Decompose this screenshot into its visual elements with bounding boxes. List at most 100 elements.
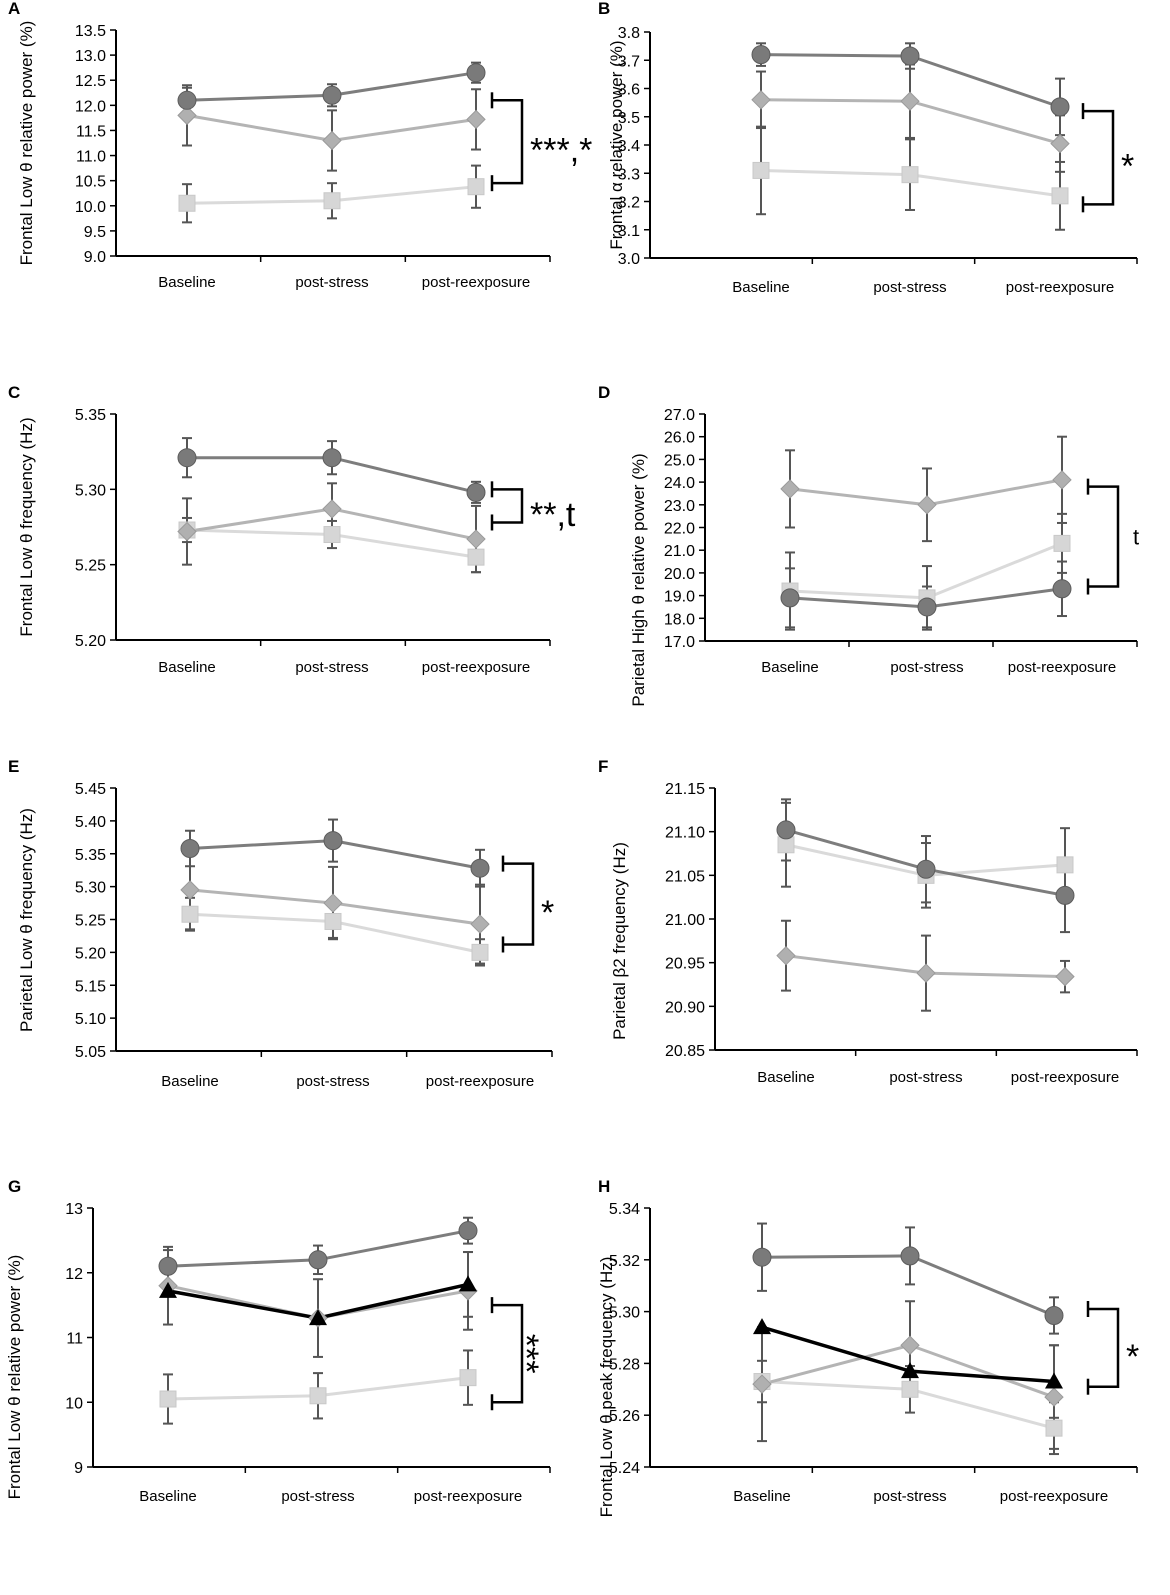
- y-tick-label: 5.34: [609, 1201, 640, 1218]
- significance-label: *: [541, 894, 554, 932]
- data-point-square: [901, 166, 919, 184]
- data-point-circle: [916, 859, 936, 879]
- data-point-circle: [1052, 579, 1072, 599]
- data-point-triangle: [901, 1362, 919, 1379]
- significance-label: *: [1126, 1338, 1139, 1376]
- data-point-square: [323, 526, 341, 544]
- data-point-diamond: [323, 893, 343, 913]
- y-tick-label: 3.3: [618, 166, 640, 183]
- y-tick-label: 3.4: [618, 138, 640, 155]
- data-point-square: [324, 912, 342, 930]
- y-tick-label: 12.0: [75, 98, 106, 115]
- x-tick-label: post-reexposure: [1006, 279, 1114, 296]
- significance-bracket: [492, 488, 524, 524]
- y-tick-label: 5.15: [75, 978, 106, 995]
- data-point-circle: [1044, 1305, 1064, 1325]
- chart-panel-F: F 20.85 20.90 20.95 21.00 21.05 21.10 21.15 Base…: [598, 757, 1138, 1086]
- data-point-triangle: [459, 1275, 477, 1292]
- y-tick-label: 5.25: [75, 558, 106, 575]
- data-point-diamond: [900, 91, 920, 111]
- x-tick-label: post-reexposure: [422, 659, 530, 676]
- y-tick-label: 20.90: [665, 999, 705, 1016]
- data-point-circle: [900, 46, 920, 66]
- data-point-diamond: [177, 105, 197, 126]
- y-tick-label: 26.0: [664, 430, 695, 447]
- x-tick-label: post-stress: [890, 659, 963, 676]
- significance-bracket: [503, 862, 535, 946]
- y-tick-label: 18.0: [664, 611, 695, 628]
- panel-letter: E: [8, 757, 19, 776]
- panel-letter: D: [598, 383, 610, 402]
- x-tick-label: post-reexposure: [422, 274, 530, 291]
- y-tick-label: 20.85: [665, 1043, 705, 1060]
- x-tick-label: post-stress: [889, 1069, 962, 1086]
- x-tick-label: post-reexposure: [1011, 1069, 1119, 1086]
- data-point-circle: [780, 588, 800, 608]
- data-point-diamond: [470, 914, 490, 934]
- y-tick-label: 3.8: [618, 25, 640, 42]
- data-point-square: [1045, 1419, 1063, 1437]
- data-point-diamond: [466, 109, 486, 130]
- y-tick-label: 5.25: [75, 913, 106, 930]
- x-tick-label: Baseline: [732, 279, 790, 296]
- y-tick-label: 5.40: [75, 814, 106, 831]
- y-axis-label: Parietal β2 frequency (Hz): [610, 842, 629, 1040]
- data-point-circle: [751, 45, 771, 65]
- data-point-diamond: [776, 945, 796, 966]
- data-point-square: [181, 905, 199, 923]
- data-point-diamond: [177, 521, 197, 542]
- y-tick-label: 3.1: [618, 223, 640, 240]
- data-point-diamond: [752, 1374, 772, 1394]
- data-point-circle: [322, 448, 342, 468]
- y-tick-label: 13.5: [75, 23, 106, 40]
- y-tick-label: 11.5: [76, 123, 106, 140]
- data-point-triangle: [159, 1281, 177, 1298]
- significance-bracket: [492, 1303, 524, 1404]
- y-tick-label: 9.5: [84, 224, 106, 241]
- chart-panel-E: E 5.05 5.10 5.15 5.20 5.25 5.30 5.35 5.40 5.45 Bas…: [8, 757, 554, 1090]
- y-axis-label: Frontal Low θ relative power (%): [17, 21, 36, 266]
- data-point-circle: [752, 1247, 772, 1267]
- y-tick-label: 11: [66, 1331, 83, 1348]
- data-point-square: [178, 194, 196, 212]
- panel-letter: G: [8, 1177, 21, 1196]
- y-tick-label: 24.0: [664, 475, 695, 492]
- data-point-circle: [1055, 885, 1075, 905]
- chart-panel-D: D 17.0 18.0 19.0 20.0 21.0 22.0 23.0 24.0 25.0 26.…: [598, 383, 1139, 707]
- y-tick-label: 10.0: [75, 199, 106, 216]
- data-point-square: [1056, 856, 1074, 874]
- data-point-circle: [322, 85, 342, 105]
- x-tick-label: post-stress: [873, 279, 946, 296]
- x-tick-label: Baseline: [158, 659, 216, 676]
- data-point-triangle: [1045, 1372, 1063, 1389]
- data-point-circle: [458, 1221, 478, 1241]
- data-point-diamond: [1044, 1387, 1064, 1407]
- y-tick-label: 5.35: [75, 847, 106, 864]
- data-point-diamond: [466, 529, 486, 549]
- y-axis-label: Frontal Low θ relative power (%): [5, 1255, 24, 1500]
- x-tick-label: post-stress: [295, 274, 368, 291]
- x-tick-label: post-stress: [296, 1073, 369, 1090]
- y-tick-label: 5.10: [75, 1011, 106, 1028]
- significance-bracket: [1088, 485, 1120, 588]
- data-point-triangle: [309, 1309, 327, 1326]
- x-tick-label: post-stress: [295, 659, 368, 676]
- x-tick-label: post-reexposure: [1008, 659, 1116, 676]
- y-tick-label: 3.7: [618, 53, 640, 70]
- x-tick-label: post-stress: [281, 1488, 354, 1505]
- data-point-circle: [900, 1246, 920, 1266]
- y-tick-label: 21.0: [664, 543, 695, 560]
- chart-panel-A: A 9.0 9.5 10.0 10.5 11.0 11.5 12.0 12.5 13.0 13.5 B…: [8, 0, 592, 291]
- y-tick-label: 21.00: [665, 912, 705, 929]
- data-point-circle: [466, 482, 486, 502]
- y-tick-label: 5.28: [609, 1356, 640, 1373]
- y-tick-label: 3.2: [618, 195, 640, 212]
- y-tick-label: 5.20: [75, 945, 106, 962]
- data-point-square: [459, 1369, 477, 1387]
- data-point-square: [901, 1380, 919, 1398]
- y-tick-label: 23.0: [664, 498, 695, 515]
- data-point-circle: [308, 1250, 328, 1270]
- y-axis-label: Frontal Low θ peak frequency (Hz): [597, 1257, 616, 1518]
- significance-label: t: [1133, 525, 1139, 550]
